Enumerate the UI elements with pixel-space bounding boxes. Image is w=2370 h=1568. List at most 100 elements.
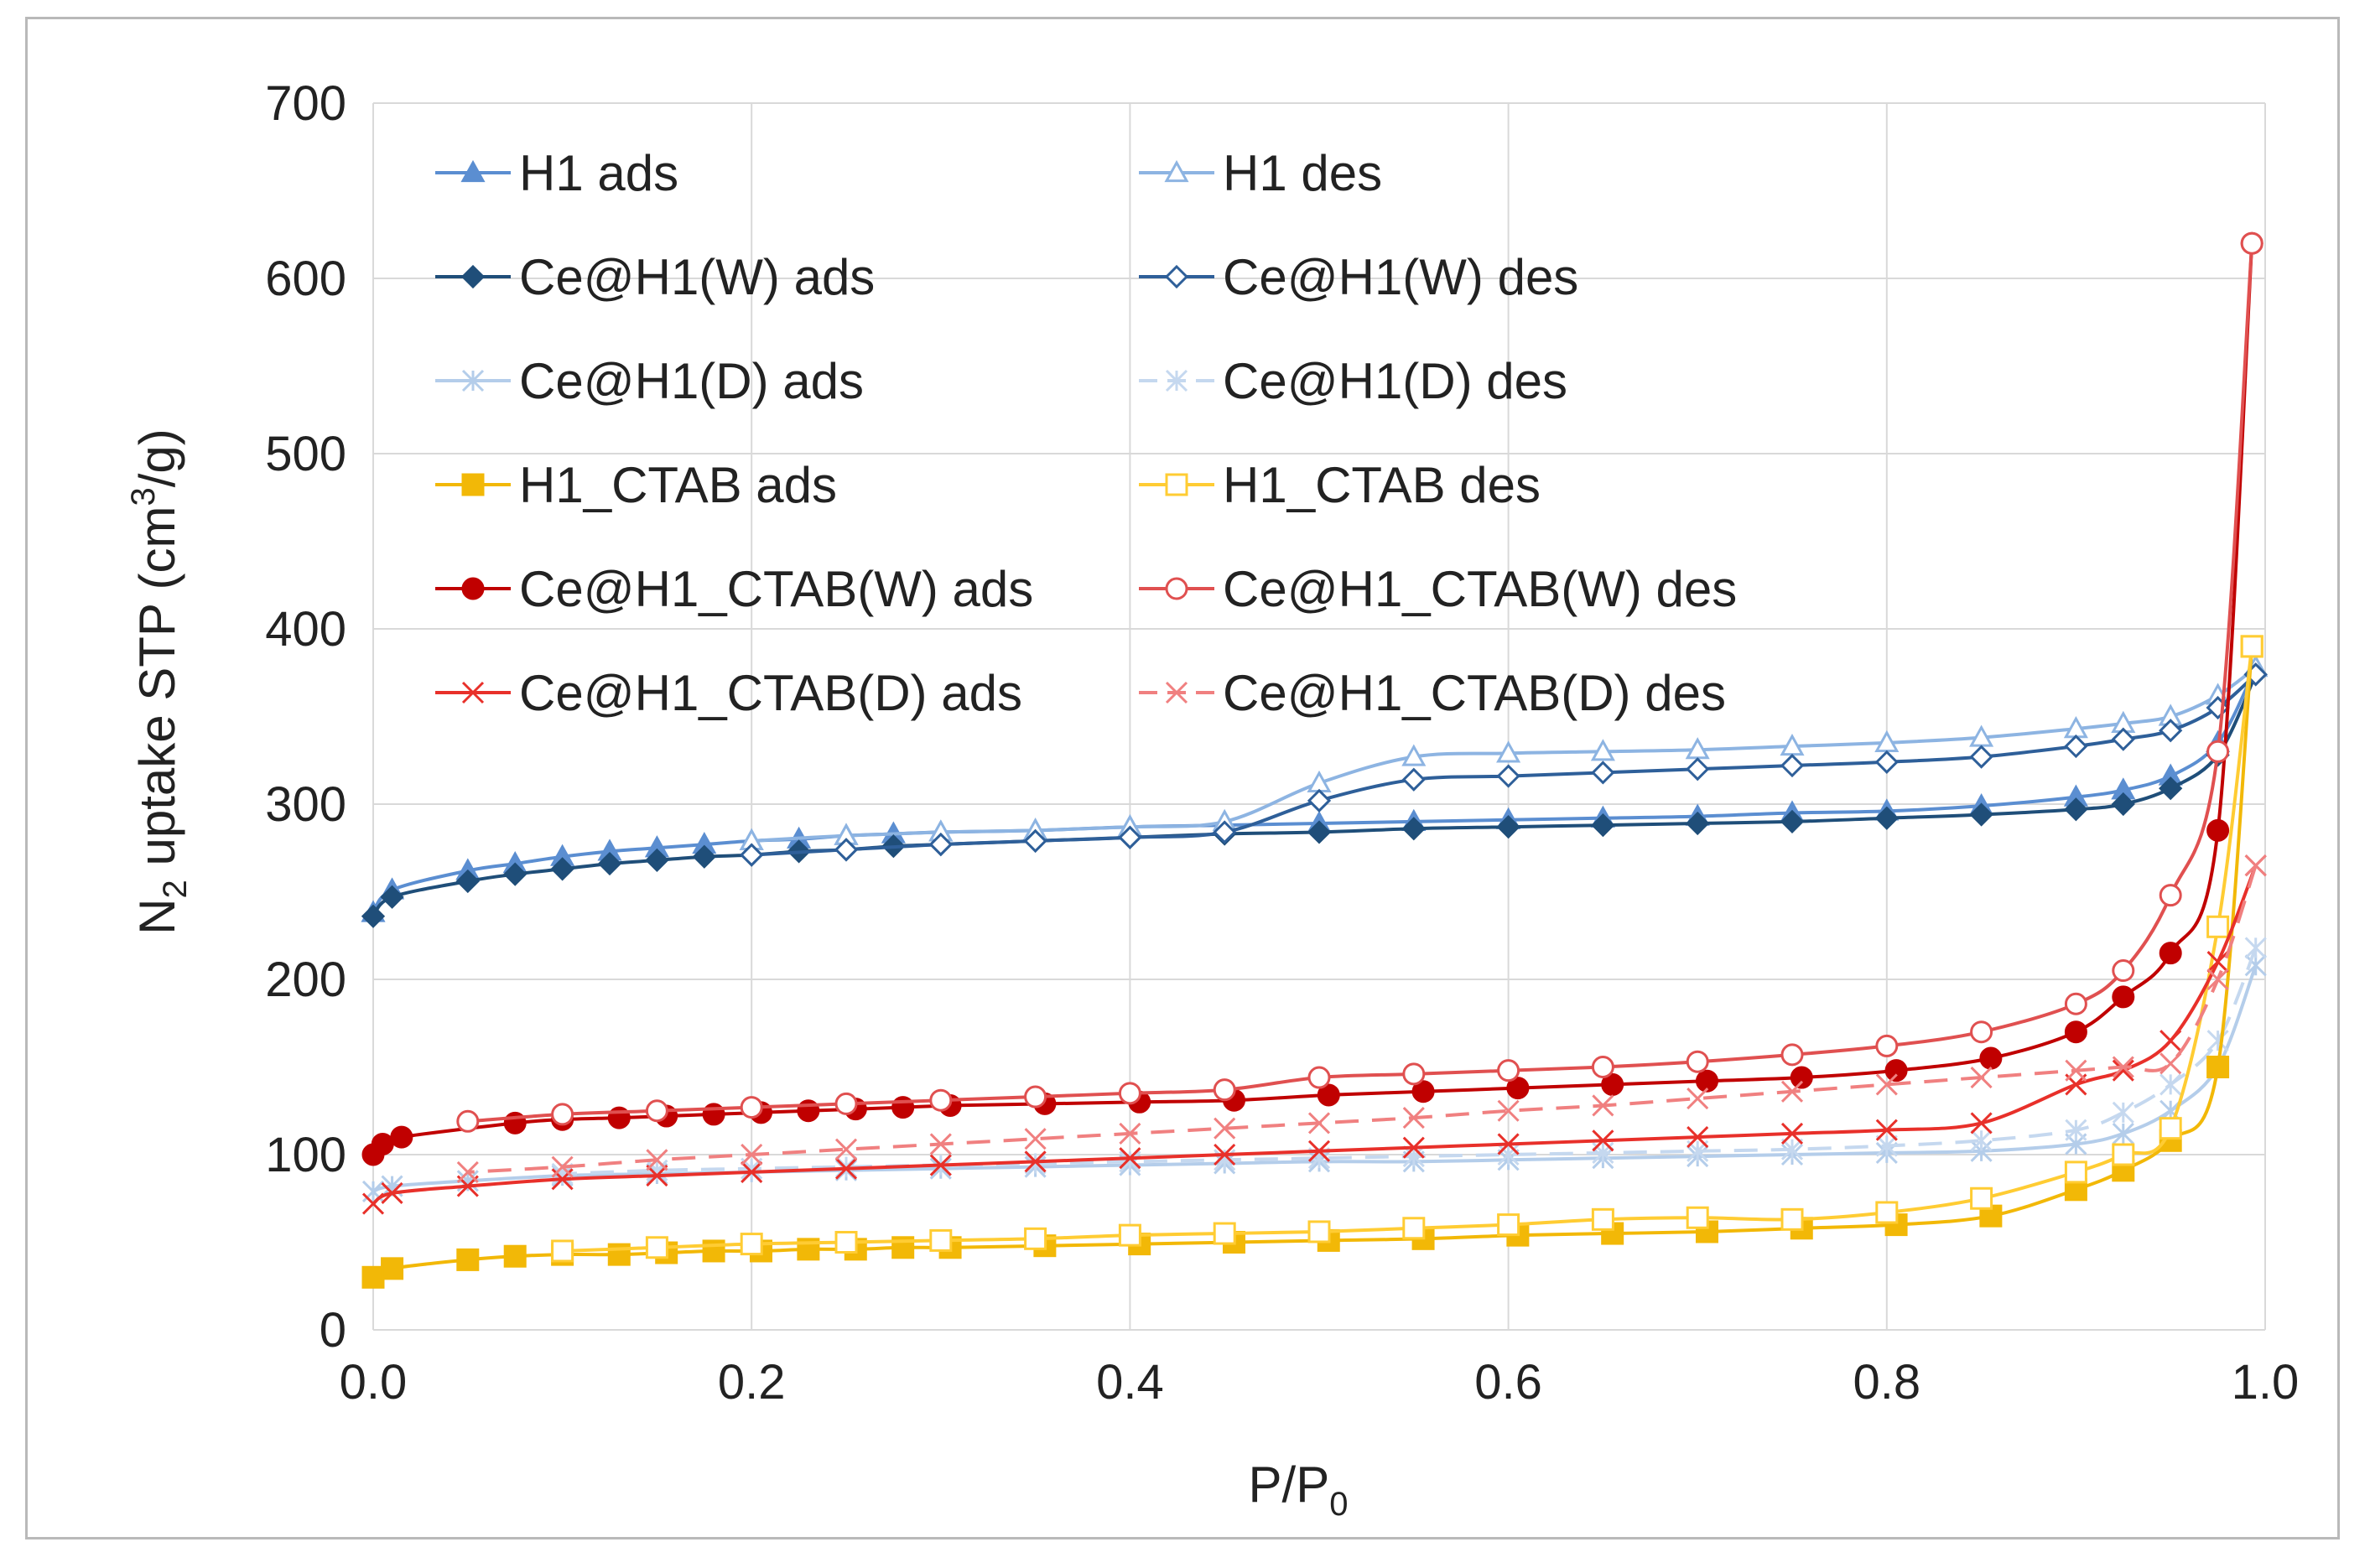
x-tick-label-4: 0.8 — [1853, 1355, 1920, 1410]
legend-label-4: Ce@H1(D) ads — [519, 353, 864, 409]
series-9-point-12 — [1307, 1066, 1331, 1089]
series-10-point-1 — [381, 1181, 403, 1205]
series-8-point-23 — [1979, 1046, 2003, 1070]
series-11-point-16 — [929, 1133, 952, 1155]
series-8-point-27 — [2206, 818, 2230, 842]
series-3-point-3 — [2111, 727, 2135, 751]
series-11-point-2 — [2160, 1052, 2182, 1075]
series-9-point-8 — [1686, 1050, 1709, 1073]
y-tick-label-0: 0 — [320, 1303, 346, 1358]
series-11-point-7 — [1780, 1080, 1804, 1103]
legend-swatch-marker-9 — [1165, 577, 1188, 600]
series-8-point-25 — [2112, 985, 2135, 1009]
series-1-point-10 — [1496, 740, 1521, 763]
series-9-point-20 — [551, 1103, 574, 1126]
legend-item-1: H1 des — [1139, 145, 1382, 201]
series-6-line — [372, 646, 2254, 1280]
series-10-point-21 — [2160, 1030, 2182, 1052]
series-8-point-2 — [390, 1125, 413, 1149]
series-7-point-17 — [834, 1231, 858, 1254]
series-10-point-6 — [834, 1157, 858, 1180]
series-9-point-16 — [929, 1088, 953, 1112]
series-8-point-1 — [371, 1132, 394, 1155]
legend-item-6: H1_CTAB ads — [435, 457, 837, 513]
series-7-point-13 — [1213, 1222, 1236, 1245]
x-axis-title-main: P/P — [1249, 1456, 1330, 1513]
series-8-point-22 — [1884, 1059, 1908, 1083]
y-axis-title-b-sup: 3 — [125, 487, 162, 506]
series-7-point-9 — [1591, 1207, 1614, 1231]
series-10-point-16 — [1780, 1122, 1804, 1145]
series-11-point-17 — [834, 1138, 858, 1160]
x-tick-label-5: 1.0 — [2232, 1355, 2300, 1410]
legend-label-2: Ce@H1(W) ads — [519, 249, 875, 305]
series-2-point-20 — [1686, 811, 1710, 836]
series-10-point-10 — [1214, 1143, 1236, 1166]
series-9-point-19 — [645, 1099, 668, 1123]
series-10-point-22 — [2206, 951, 2229, 974]
series-8-point-26 — [2159, 942, 2182, 965]
series-2-point-21 — [1780, 809, 1805, 834]
series-8-point-16 — [1317, 1083, 1340, 1107]
series-8-point-20 — [1695, 1069, 1718, 1093]
series-11-point-21 — [456, 1160, 479, 1183]
series-5-point-0 — [2244, 937, 2267, 959]
x-tick-label-3: 0.6 — [1474, 1355, 1542, 1410]
series-7-point-3 — [2112, 1143, 2135, 1166]
y-axis-title: N2 uptake STP (cm3/g) — [125, 428, 194, 935]
plot-background — [28, 19, 2337, 1537]
series-11-point-1 — [2206, 968, 2229, 991]
series-2-point-26 — [2159, 776, 2183, 801]
series-3-point-17 — [834, 838, 859, 862]
legend-swatch-marker-3 — [1164, 264, 1189, 289]
series-3-point-12 — [1307, 788, 1332, 813]
series-10-point-13 — [1497, 1133, 1520, 1155]
series-11-point-6 — [1875, 1073, 1898, 1096]
series-9-point-18 — [740, 1096, 763, 1119]
series-7-point-6 — [1875, 1201, 1899, 1224]
legend-label-9: Ce@H1_CTAB(W) des — [1223, 561, 1737, 617]
series-7-point-20 — [551, 1239, 574, 1263]
series-9 — [456, 231, 2263, 1133]
series-10-point-8 — [1024, 1150, 1047, 1173]
series-2-point-16 — [1307, 820, 1332, 844]
series-10-point-5 — [741, 1160, 763, 1183]
legend-label-8: Ce@H1_CTAB(W) ads — [519, 561, 1033, 617]
series-7-point-0 — [2240, 635, 2263, 658]
series-11-point-10 — [1497, 1099, 1520, 1122]
series-group — [361, 231, 2269, 1289]
series-2-point-24 — [2064, 797, 2088, 822]
series-9-point-15 — [1024, 1085, 1047, 1109]
legend-label-6: H1_CTAB ads — [519, 457, 837, 513]
series-8-point-19 — [1601, 1072, 1624, 1096]
series-2-point-7 — [692, 844, 716, 869]
legend-swatch-marker-6 — [461, 473, 485, 496]
legend-item-7: H1_CTAB des — [1139, 457, 1541, 513]
legend-label-10: Ce@H1_CTAB(D) ads — [519, 665, 1022, 721]
series-10-point-20 — [2112, 1059, 2134, 1082]
series-3-point-11 — [1401, 767, 1426, 792]
series-7-point-19 — [645, 1236, 668, 1259]
series-11-point-13 — [1214, 1117, 1236, 1140]
y-axis-title-a: N — [129, 898, 185, 934]
legend-label-7: H1_CTAB des — [1223, 457, 1541, 513]
legend-swatch-marker-7 — [1165, 473, 1188, 496]
series-9-point-11 — [1402, 1062, 1426, 1086]
figure-frame: 0 100 200 300 400 500 600 700 0.0 0.2 0.4 0.6 0.8 1.0… — [25, 17, 2340, 1539]
series-2-point-3 — [503, 862, 528, 886]
y-axis-title-a-sub: 2 — [157, 880, 194, 898]
tick-labels: 0 100 200 300 400 500 600 700 0.0 0.2 0.4 0.6 0.8 1.0 — [265, 76, 2299, 1410]
series-10-point-14 — [1592, 1129, 1614, 1152]
y-tick-label-7: 700 — [265, 76, 346, 131]
series-3-point-14 — [1118, 825, 1142, 849]
legend-swatch-marker-0 — [460, 159, 486, 183]
series-11-point-15 — [1024, 1128, 1047, 1150]
series-3-point-15 — [1023, 828, 1047, 854]
series-8-point-17 — [1411, 1080, 1435, 1103]
series-8-point-24 — [2064, 1020, 2087, 1044]
series-7-point-18 — [740, 1233, 763, 1256]
series-2-point-18 — [1496, 815, 1520, 839]
series-4-point-20 — [2112, 1122, 2134, 1145]
series-11-point-8 — [1687, 1088, 1709, 1110]
legend-label-11: Ce@H1_CTAB(D) des — [1223, 665, 1726, 721]
